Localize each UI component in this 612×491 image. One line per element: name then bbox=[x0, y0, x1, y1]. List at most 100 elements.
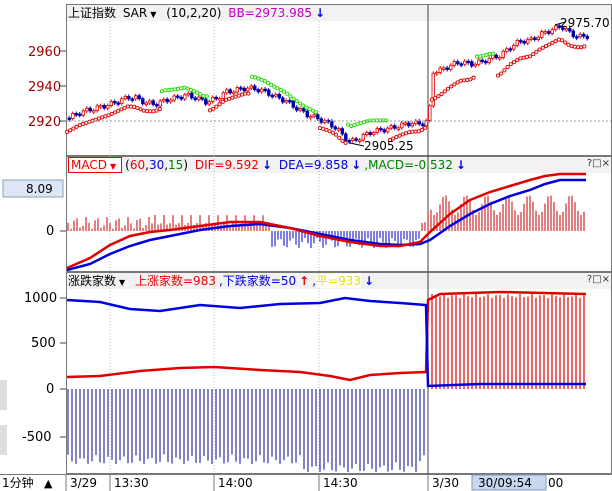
time-axis-bg bbox=[0, 474, 612, 491]
candle-body bbox=[561, 27, 565, 30]
scroll-handle[interactable] bbox=[0, 425, 7, 455]
sar-dot bbox=[349, 123, 354, 129]
sar-dot bbox=[419, 127, 425, 132]
sar-dot bbox=[96, 116, 102, 121]
sar-dot bbox=[553, 39, 558, 44]
sar-dot bbox=[345, 122, 351, 127]
sar-dot bbox=[106, 113, 111, 118]
macd-selector[interactable]: MACD ▼ bbox=[68, 157, 123, 173]
candle-body bbox=[526, 38, 530, 44]
sar-dot bbox=[211, 106, 216, 111]
candle-body bbox=[274, 93, 278, 97]
down-arrow-icon: ↓ bbox=[315, 6, 326, 20]
sar-dot bbox=[527, 54, 533, 59]
down-arrow-icon: ↓ bbox=[261, 158, 272, 172]
candle-body bbox=[242, 87, 246, 92]
candle-body bbox=[449, 64, 453, 70]
sar-dot bbox=[337, 135, 342, 140]
price-header-bg bbox=[67, 5, 611, 21]
sar-dot bbox=[239, 92, 245, 97]
candle-body bbox=[382, 129, 386, 133]
sar-dot bbox=[103, 114, 108, 119]
sar-dot bbox=[511, 60, 517, 65]
breadth-tick: 500 bbox=[31, 336, 56, 351]
period-selector[interactable]: 1分钟 bbox=[2, 475, 34, 490]
sar-dot bbox=[423, 125, 428, 130]
sar-dot bbox=[230, 95, 235, 100]
sar-dot bbox=[374, 118, 379, 123]
sar-dot bbox=[582, 44, 587, 49]
sar-dot bbox=[317, 125, 323, 131]
candle-body bbox=[102, 105, 106, 109]
sar-dot bbox=[135, 105, 140, 110]
breadth-window-controls[interactable]: ?□× bbox=[586, 274, 610, 285]
candle-body bbox=[183, 94, 187, 100]
candle-body bbox=[176, 95, 180, 98]
sar-dot bbox=[141, 108, 146, 113]
candle-body bbox=[543, 31, 547, 34]
sar-dot bbox=[297, 101, 303, 106]
sar-dot bbox=[191, 89, 197, 94]
sar-dot bbox=[159, 89, 165, 94]
indicator-selector[interactable]: SAR ▼ bbox=[123, 5, 160, 23]
sar-dot bbox=[531, 52, 536, 57]
sar-dot bbox=[304, 105, 309, 110]
breadth-axis: 1000 500 0 -500 bbox=[22, 291, 57, 445]
sar-dot bbox=[461, 78, 467, 83]
sar-dot bbox=[333, 132, 339, 137]
candle-body bbox=[106, 105, 110, 109]
scroll-handle[interactable] bbox=[0, 380, 7, 410]
macd-plot bbox=[66, 172, 586, 272]
down-count: 下跌家数=50 bbox=[222, 274, 297, 288]
dropdown-icon: ▼ bbox=[150, 10, 157, 19]
breadth-tick: -500 bbox=[22, 430, 52, 445]
candle-body bbox=[204, 98, 208, 105]
price-tick: 2960 bbox=[28, 45, 61, 60]
sar-dot bbox=[537, 47, 542, 52]
candle-body bbox=[169, 99, 173, 103]
time-labels: 3/29 13:30 14:00 14:30 3/30 30/09:54 00 bbox=[65, 474, 563, 491]
candle-body bbox=[512, 44, 516, 50]
sar-dot bbox=[169, 87, 174, 92]
sar-dot bbox=[100, 115, 105, 120]
candle-body bbox=[179, 96, 183, 100]
sar-dot bbox=[220, 99, 225, 104]
candle-body bbox=[571, 30, 575, 38]
macd-value: ,MACD=-0.532 bbox=[364, 158, 453, 172]
candle-body bbox=[533, 37, 537, 40]
candle-body bbox=[116, 102, 120, 105]
sar-dot bbox=[543, 44, 549, 49]
sar-dot bbox=[474, 54, 480, 59]
sar-dot bbox=[233, 94, 238, 99]
sar-dot bbox=[502, 68, 507, 73]
macd-name: MACD bbox=[71, 158, 107, 172]
sar-dot bbox=[243, 91, 248, 96]
breadth-tick: 0 bbox=[46, 382, 54, 397]
max-price-label: 2975.70 bbox=[560, 16, 610, 30]
candle-body bbox=[333, 126, 337, 130]
sar-dot bbox=[112, 110, 118, 115]
sar-dot bbox=[74, 124, 79, 129]
candle-body bbox=[277, 93, 281, 99]
sar-dot bbox=[246, 91, 251, 96]
sar-dot bbox=[524, 54, 529, 60]
candle-body bbox=[393, 125, 397, 129]
sar-dot bbox=[505, 65, 510, 70]
period-selector-arrow[interactable]: ▲ bbox=[44, 477, 53, 490]
candle-body bbox=[144, 102, 148, 105]
min-price-label: 2905.25 bbox=[364, 139, 414, 153]
macd-window-controls[interactable]: ?□× bbox=[586, 158, 610, 169]
sar-dot bbox=[151, 109, 156, 114]
breadth-selector[interactable]: 涨跌家数 ▼ bbox=[68, 273, 128, 291]
sar-dot bbox=[185, 86, 190, 91]
candle-body bbox=[487, 57, 491, 64]
sar-dot bbox=[515, 58, 520, 63]
sar-dot bbox=[436, 94, 441, 99]
sar-dot bbox=[307, 107, 312, 112]
candle-body bbox=[127, 96, 131, 100]
candle-body bbox=[519, 40, 523, 43]
candle-body bbox=[557, 25, 561, 28]
macd-params-open: ( bbox=[125, 158, 130, 172]
sar-dot bbox=[439, 92, 444, 97]
